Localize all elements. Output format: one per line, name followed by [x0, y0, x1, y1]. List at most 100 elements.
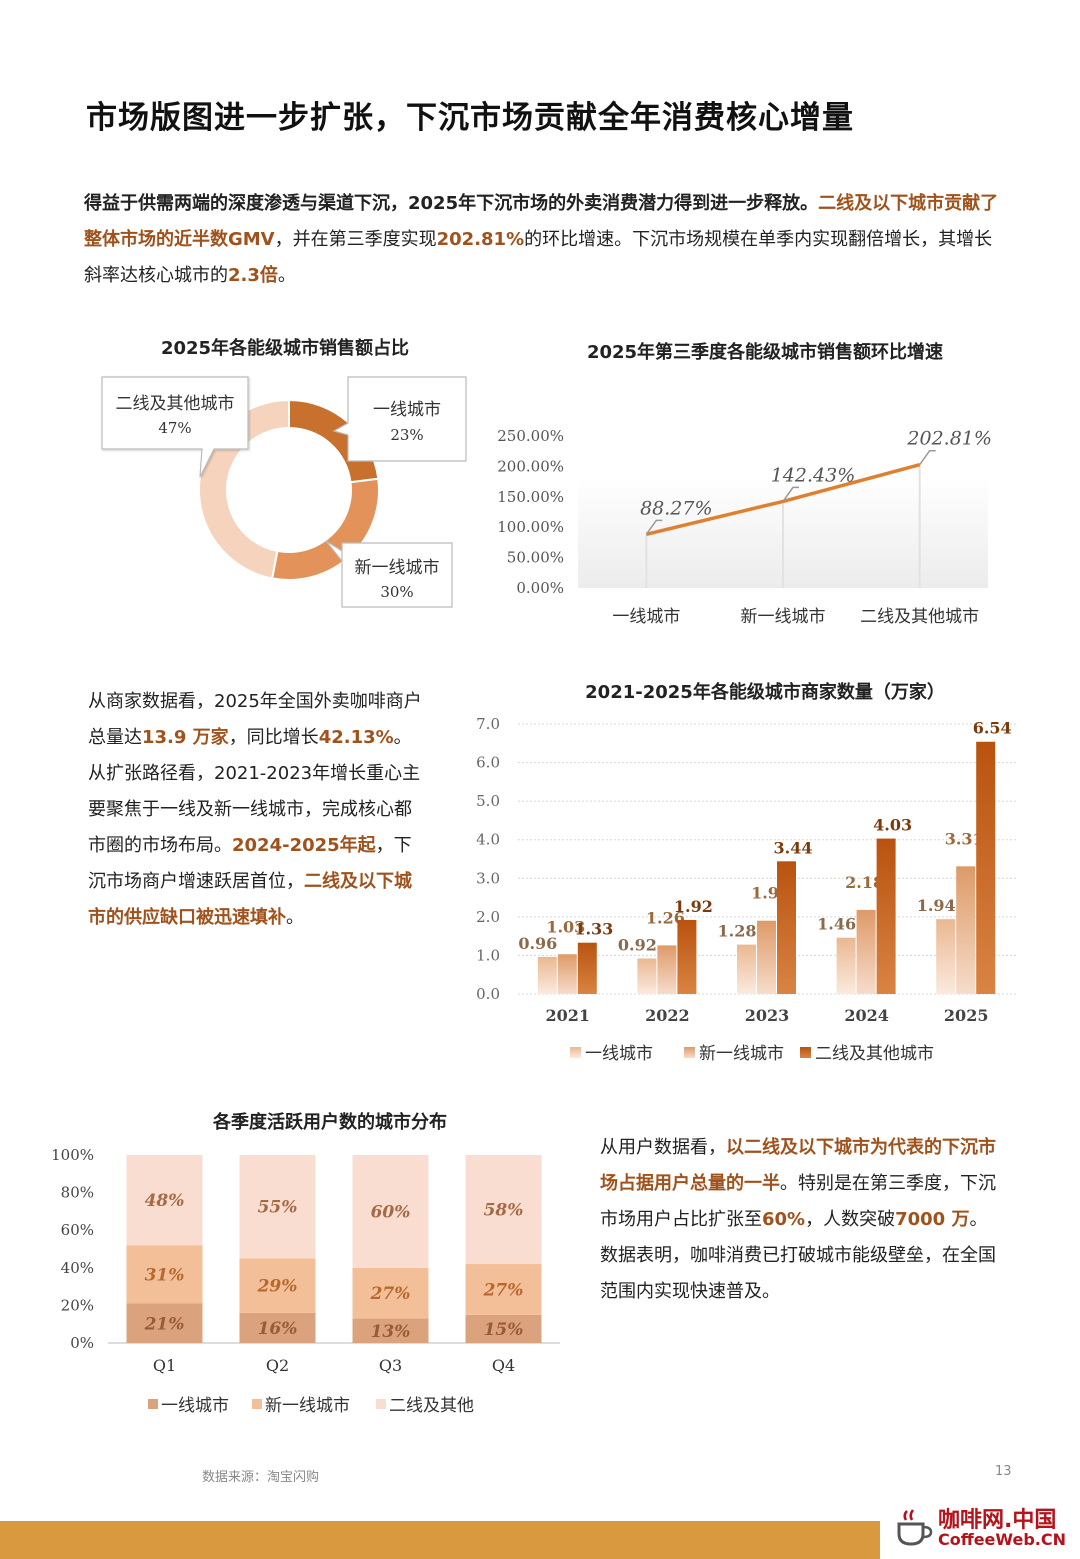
stack-data-label: 60% — [371, 1202, 411, 1222]
stack-legend-label: 新一线城市 — [265, 1396, 350, 1416]
bar-ytick-label: 1.0 — [476, 946, 500, 964]
line-xtick-label: 新一线城市 — [741, 607, 826, 627]
grouped-bar-chart: 0.0 1.0 2.0 3.0 4.0 5.0 6.0 7.0 0.961.031.33 202… — [476, 715, 1016, 1064]
merchant-text-1: 从商家数据看，2025年全国外卖咖啡商户总量达 — [88, 691, 422, 748]
merchant-text-3: 。从扩张路径看，2021-2023年增长重心主要聚焦于一线及新一线城市，完成核心… — [88, 727, 421, 856]
bar-data-label: 0.92 — [618, 936, 657, 955]
intro-paragraph: 得益于供需两端的深度渗透与渠道下沉，2025年下沉市场的外卖消费潜力得到进一步释… — [84, 186, 1004, 294]
line-data-label: 202.81% — [906, 428, 992, 450]
stack-segment-Q2-2 — [239, 1155, 316, 1259]
stack-segment-Q3-1 — [352, 1267, 429, 1319]
logo-text-en: CoffeeWeb.CN — [938, 1530, 1066, 1549]
bar-2023-series-2 — [777, 861, 796, 994]
data-source: 数据来源：淘宝闪购 — [202, 1470, 320, 1485]
bar-2021-series-0 — [537, 956, 557, 994]
callout-first-tier: 一线城市 23% — [332, 376, 467, 462]
user-highlight-3: 7000 万 — [895, 1209, 970, 1230]
stack-ytick-label: 80% — [61, 1184, 94, 1202]
merchant-highlight-4: 二线及以下城市的供应缺口被迅速填补 — [88, 871, 412, 928]
bar-data-label: 1.33 — [574, 920, 613, 939]
bar-data-label: 1.94 — [917, 896, 956, 915]
bar-data-label: 6.54 — [973, 719, 1012, 738]
stack-segment-Q4-2 — [465, 1155, 542, 1265]
stack-segment-Q2-1 — [239, 1258, 316, 1313]
bar-ytick-label: 2.0 — [476, 908, 500, 926]
bar-ytick-label: 3.0 — [476, 869, 500, 887]
bar-xtick-label: 2025 — [944, 1006, 989, 1025]
bar-ytick-label: 4.0 — [476, 831, 500, 849]
bar-data-label: 1.9 — [751, 884, 779, 903]
bar-ytick-label: 5.0 — [476, 792, 500, 810]
bar-2025-series-0 — [936, 919, 956, 994]
donut-chart-title: 2025年各能级城市销售额占比 — [160, 338, 410, 359]
bar-ytick-label: 0.0 — [476, 985, 500, 1003]
merchant-text-5: 。 — [286, 907, 304, 928]
logo-text-cn: 咖啡网.中国 — [938, 1508, 1057, 1533]
bar-ytick-label: 6.0 — [476, 754, 500, 772]
stacked-bar-chart: 0% 20% 40% 60% 80% 100% 21% 31% 48% Q1 16% 29% 55% Q… — [51, 1146, 560, 1416]
line-ytick-label: 50.00% — [507, 549, 564, 567]
stack-legend-swatch — [148, 1399, 158, 1409]
line-data-label: 88.27% — [640, 497, 712, 519]
stack-ytick-label: 0% — [70, 1334, 94, 1352]
bar-2022-series-1 — [657, 945, 677, 994]
line-ytick-label: 200.00% — [497, 457, 564, 475]
line-ytick-label: 250.00% — [497, 427, 564, 445]
line-ytick-label: 100.00% — [497, 518, 564, 536]
donut-chart: 二线及其他城市 47% 一线城市 23% 新一线城市 30% — [101, 376, 467, 608]
line-chart-title: 2025年第三季度各能级城市销售额环比增速 — [586, 342, 944, 363]
bar-xtick-label: 2021 — [546, 1006, 591, 1025]
stack-xtick-label: Q2 — [266, 1356, 289, 1375]
coffee-cup-icon — [897, 1509, 933, 1546]
line-label-leader — [919, 449, 936, 466]
user-text-1: 从用户数据看， — [600, 1137, 726, 1158]
stack-segment-Q1-0 — [126, 1303, 203, 1343]
line-data-label: 142.43% — [771, 464, 856, 486]
bar-legend-swatch — [684, 1047, 695, 1058]
stack-legend-swatch — [376, 1399, 386, 1409]
bar-xtick-label: 2022 — [645, 1006, 690, 1025]
merchant-highlight-3: 2024-2025年起 — [232, 835, 376, 856]
bar-legend-swatch — [570, 1047, 581, 1058]
merchant-highlight-1: 13.9 万家 — [142, 727, 229, 748]
user-highlight-1: 以二线及以下城市为代表的下沉市场占据用户总量的一半 — [600, 1137, 996, 1194]
bar-2024-series-2 — [876, 838, 896, 994]
donut-label-first-tier-name: 一线城市 — [373, 400, 441, 420]
bar-legend-label: 二线及其他城市 — [815, 1044, 934, 1064]
bar-legend-label: 新一线城市 — [699, 1044, 784, 1064]
callout-new-first-tier: 新一线城市 30% — [325, 540, 453, 608]
stack-data-label: 31% — [145, 1265, 185, 1285]
bar-xtick-label: 2024 — [844, 1006, 889, 1025]
line-ytick-label: 0.00% — [516, 579, 564, 597]
stack-segment-Q4-0 — [465, 1314, 542, 1343]
bar-2024-series-0 — [836, 937, 856, 994]
stack-legend-swatch — [252, 1399, 262, 1409]
bar-2022-series-2 — [677, 919, 697, 994]
callout-second-tier: 二线及其他城市 47% — [101, 376, 249, 478]
user-text-4: 。数据表明，咖啡消费已打破城市能级壁垒，在全国范围内实现快速普及。 — [600, 1209, 996, 1302]
intro-text-1: 得益于供需两端的深度渗透与渠道下沉，2025年下沉市场的外卖消费潜力得到进一步释… — [84, 193, 819, 214]
stack-data-label: 29% — [257, 1277, 298, 1297]
donut-label-new-first-tier-value: 30% — [380, 583, 413, 601]
bar-2024-series-1 — [856, 909, 876, 994]
bar-2025-series-2 — [976, 741, 996, 994]
intro-highlight-2: 202.81% — [436, 229, 525, 250]
stack-ytick-label: 40% — [61, 1259, 94, 1277]
stack-data-label: 21% — [144, 1314, 185, 1334]
donut-label-second-tier-name: 二线及其他城市 — [116, 394, 235, 414]
merchant-highlight-2: 42.13% — [318, 727, 394, 748]
donut-label-first-tier-value: 23% — [390, 426, 423, 444]
stacked-chart-title: 各季度活跃用户数的城市分布 — [213, 1112, 447, 1133]
donut-label-new-first-tier-name: 新一线城市 — [355, 558, 440, 578]
stack-xtick-label: Q1 — [153, 1356, 176, 1375]
intro-text-4: 。 — [277, 265, 296, 286]
user-highlight-2: 60% — [762, 1209, 806, 1230]
bar-data-label: 1.03 — [546, 917, 585, 936]
stack-segment-Q1-1 — [126, 1245, 203, 1304]
page-title: 市场版图进一步扩张，下沉市场贡献全年消费核心增量 — [86, 100, 854, 136]
merchant-paragraph: 从商家数据看，2025年全国外卖咖啡商户总量达13.9 万家，同比增长42.13… — [88, 684, 426, 936]
line-xtick-label: 一线城市 — [612, 607, 680, 627]
stack-ytick-label: 100% — [51, 1146, 94, 1164]
bar-2023-series-0 — [737, 944, 756, 994]
bar-xtick-label: 2023 — [745, 1006, 790, 1025]
